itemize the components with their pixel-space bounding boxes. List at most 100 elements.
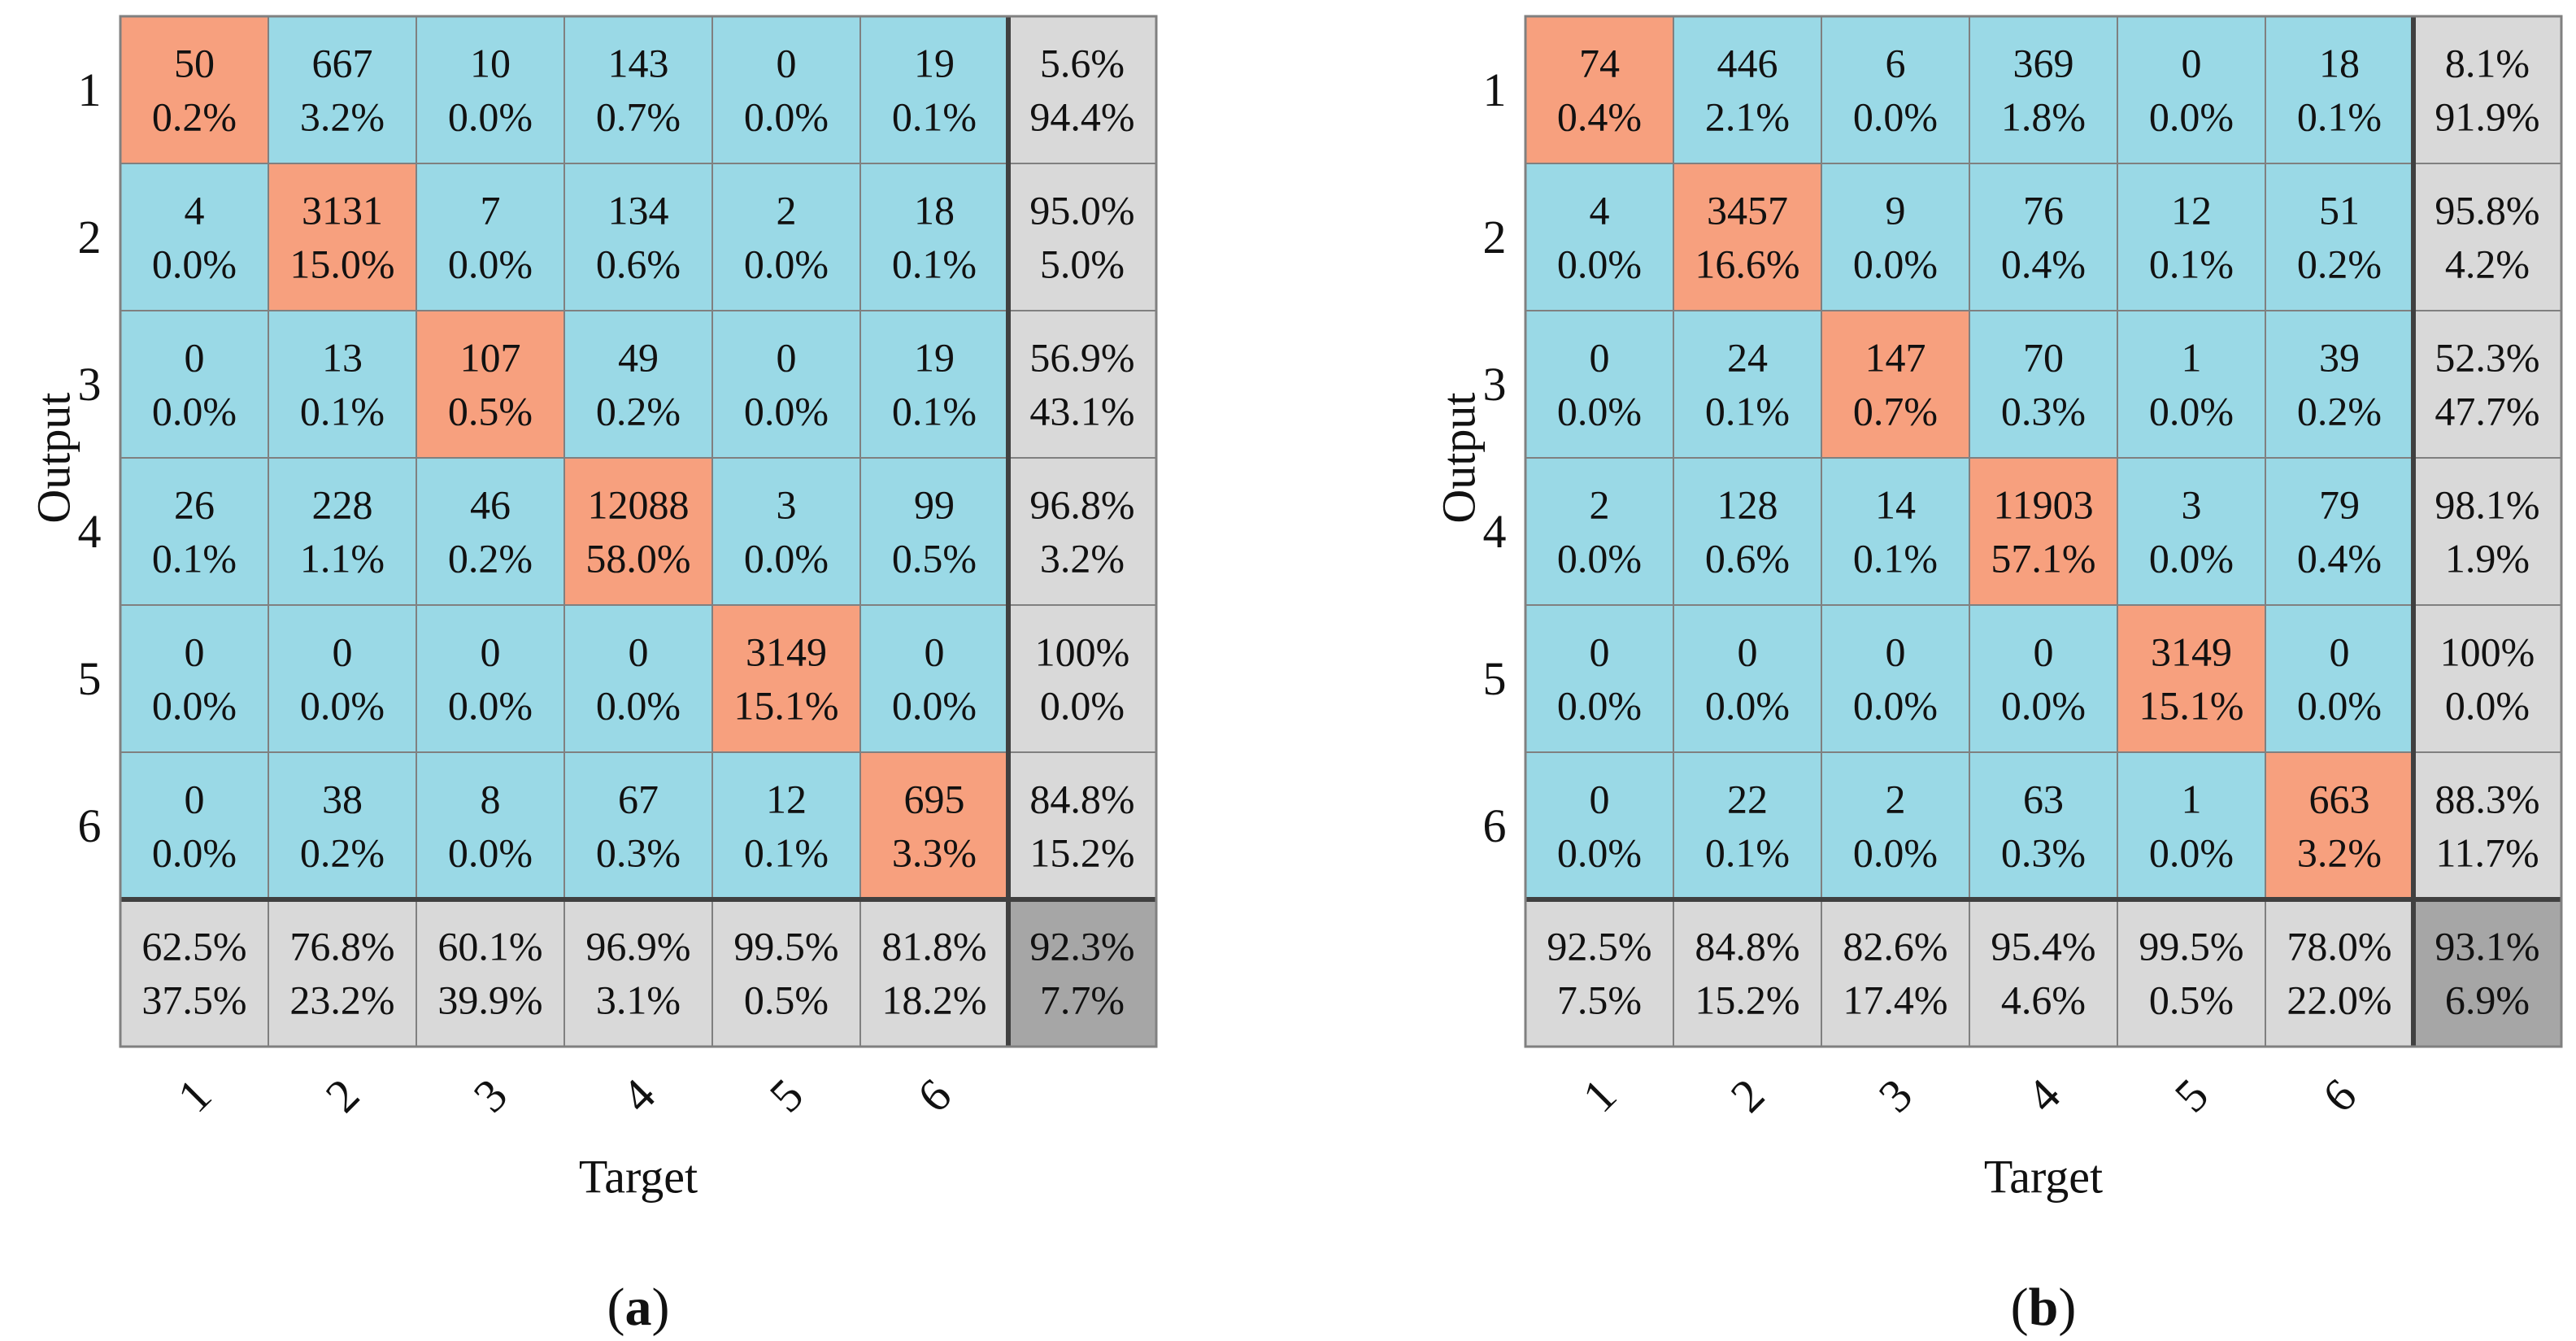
overall-accuracy: 92.3%: [1029, 924, 1134, 969]
cell-percent: 0.0%: [1557, 536, 1642, 581]
row-summary-correct: 95.0%: [1029, 188, 1134, 233]
overall-cell: [1007, 899, 1157, 1047]
cell-count: 3: [2182, 482, 2202, 528]
off-diagonal-cell: [120, 751, 269, 900]
off-diagonal-cell: [1821, 15, 1970, 164]
off-diagonal-cell: [1821, 163, 1970, 311]
cell-count: 0: [2330, 629, 2350, 675]
off-diagonal-cell: [711, 751, 861, 900]
cell-count: 0: [629, 629, 649, 675]
row-summary-error: 0.0%: [1040, 683, 1125, 729]
row-summary-cell: [2413, 604, 2562, 753]
off-diagonal-cell: [268, 15, 417, 164]
cell-percent: 0.1%: [1853, 536, 1938, 581]
off-diagonal-cell: [416, 15, 565, 164]
row-summary-correct: 56.9%: [1029, 335, 1134, 381]
row-summary-cell: [1007, 457, 1157, 606]
off-diagonal-cell: [859, 163, 1009, 311]
col-tick-label: 3: [1869, 1069, 1922, 1122]
col-tick-label: 3: [463, 1069, 517, 1122]
cell-percent: 15.0%: [289, 242, 394, 287]
cell-percent: 0.0%: [448, 830, 533, 876]
diagonal-cell: [1821, 310, 1970, 459]
off-diagonal-cell: [2265, 15, 2414, 164]
matrix-frame: [1524, 15, 2563, 1048]
off-diagonal-cell: [268, 604, 417, 753]
diagonal-cell: [268, 163, 417, 311]
cell-count: 63: [2023, 777, 2064, 822]
col-tick-label: 6: [907, 1069, 961, 1122]
cell-count: 663: [2309, 777, 2370, 822]
row-summary-error: 43.1%: [1029, 389, 1134, 434]
off-diagonal-cell: [416, 604, 565, 753]
off-diagonal-cell: [1525, 751, 1674, 900]
diagonal-cell: [416, 310, 565, 459]
col-summary-error: 7.5%: [1557, 977, 1642, 1023]
cell-count: 0: [481, 629, 501, 675]
cell-percent: 0.3%: [596, 830, 681, 876]
cell-count: 19: [914, 41, 955, 86]
row-summary-cell: [2413, 15, 2562, 164]
col-summary-correct: 82.6%: [1843, 924, 1947, 969]
off-diagonal-cell: [1821, 604, 1970, 753]
cell-percent: 0.0%: [2149, 536, 2234, 581]
row-summary-error: 15.2%: [1029, 830, 1134, 876]
cell-count: 3: [777, 482, 797, 528]
off-diagonal-cell: [564, 310, 713, 459]
cell-percent: 0.2%: [2297, 242, 2382, 287]
cell-count: 38: [322, 777, 363, 822]
cell-count: 0: [925, 629, 945, 675]
cell-count: 3131: [302, 188, 383, 233]
row-tick-label: 3: [1483, 358, 1507, 411]
col-tick-label: 6: [2313, 1069, 2366, 1122]
cell-count: 0: [185, 777, 205, 822]
cell-percent: 15.1%: [2139, 683, 2243, 729]
overall-error: 6.9%: [2445, 977, 2530, 1023]
cell-percent: 0.0%: [1853, 94, 1938, 140]
cell-count: 79: [2319, 482, 2360, 528]
col-summary-cell: [120, 899, 269, 1047]
cell-percent: 0.0%: [300, 683, 385, 729]
cell-percent: 0.3%: [2001, 389, 2086, 434]
col-tick-label: 5: [2165, 1069, 2218, 1122]
row-summary-cell: [2413, 310, 2562, 459]
cell-count: 0: [1738, 629, 1758, 675]
diagonal-cell: [711, 604, 861, 753]
off-diagonal-cell: [1673, 751, 1822, 900]
cell-percent: 0.0%: [448, 683, 533, 729]
cell-percent: 0.0%: [152, 242, 237, 287]
off-diagonal-cell: [1969, 751, 2118, 900]
cell-count: 667: [312, 41, 373, 86]
cell-percent: 0.7%: [596, 94, 681, 140]
col-tick-label: 2: [1721, 1069, 1774, 1122]
col-summary-error: 37.5%: [141, 977, 246, 1023]
cell-count: 10: [470, 41, 511, 86]
cell-percent: 0.2%: [152, 94, 237, 140]
off-diagonal-cell: [859, 310, 1009, 459]
row-summary-error: 5.0%: [1040, 242, 1125, 287]
diagonal-cell: [2117, 604, 2266, 753]
cell-count: 26: [174, 482, 215, 528]
cell-count: 0: [1590, 777, 1610, 822]
col-summary-cell: [1525, 899, 1674, 1047]
cell-percent: 0.2%: [300, 830, 385, 876]
cell-count: 4: [1590, 188, 1610, 233]
cell-count: 3457: [1707, 188, 1788, 233]
cell-percent: 0.0%: [152, 389, 237, 434]
cell-percent: 0.0%: [2297, 683, 2382, 729]
cell-percent: 0.0%: [744, 94, 829, 140]
off-diagonal-cell: [1821, 751, 1970, 900]
off-diagonal-cell: [120, 163, 269, 311]
cell-percent: 0.0%: [1853, 683, 1938, 729]
row-tick-label: 5: [78, 652, 102, 705]
overall-cell: [2413, 899, 2562, 1047]
off-diagonal-cell: [2265, 457, 2414, 606]
cell-count: 2: [1590, 482, 1610, 528]
row-summary-cell: [1007, 310, 1157, 459]
cell-percent: 16.6%: [1695, 242, 1799, 287]
row-summary-cell: [1007, 604, 1157, 753]
col-summary-correct: 76.8%: [289, 924, 394, 969]
cell-count: 4: [185, 188, 205, 233]
row-tick-label: 4: [1483, 505, 1507, 558]
off-diagonal-cell: [120, 604, 269, 753]
